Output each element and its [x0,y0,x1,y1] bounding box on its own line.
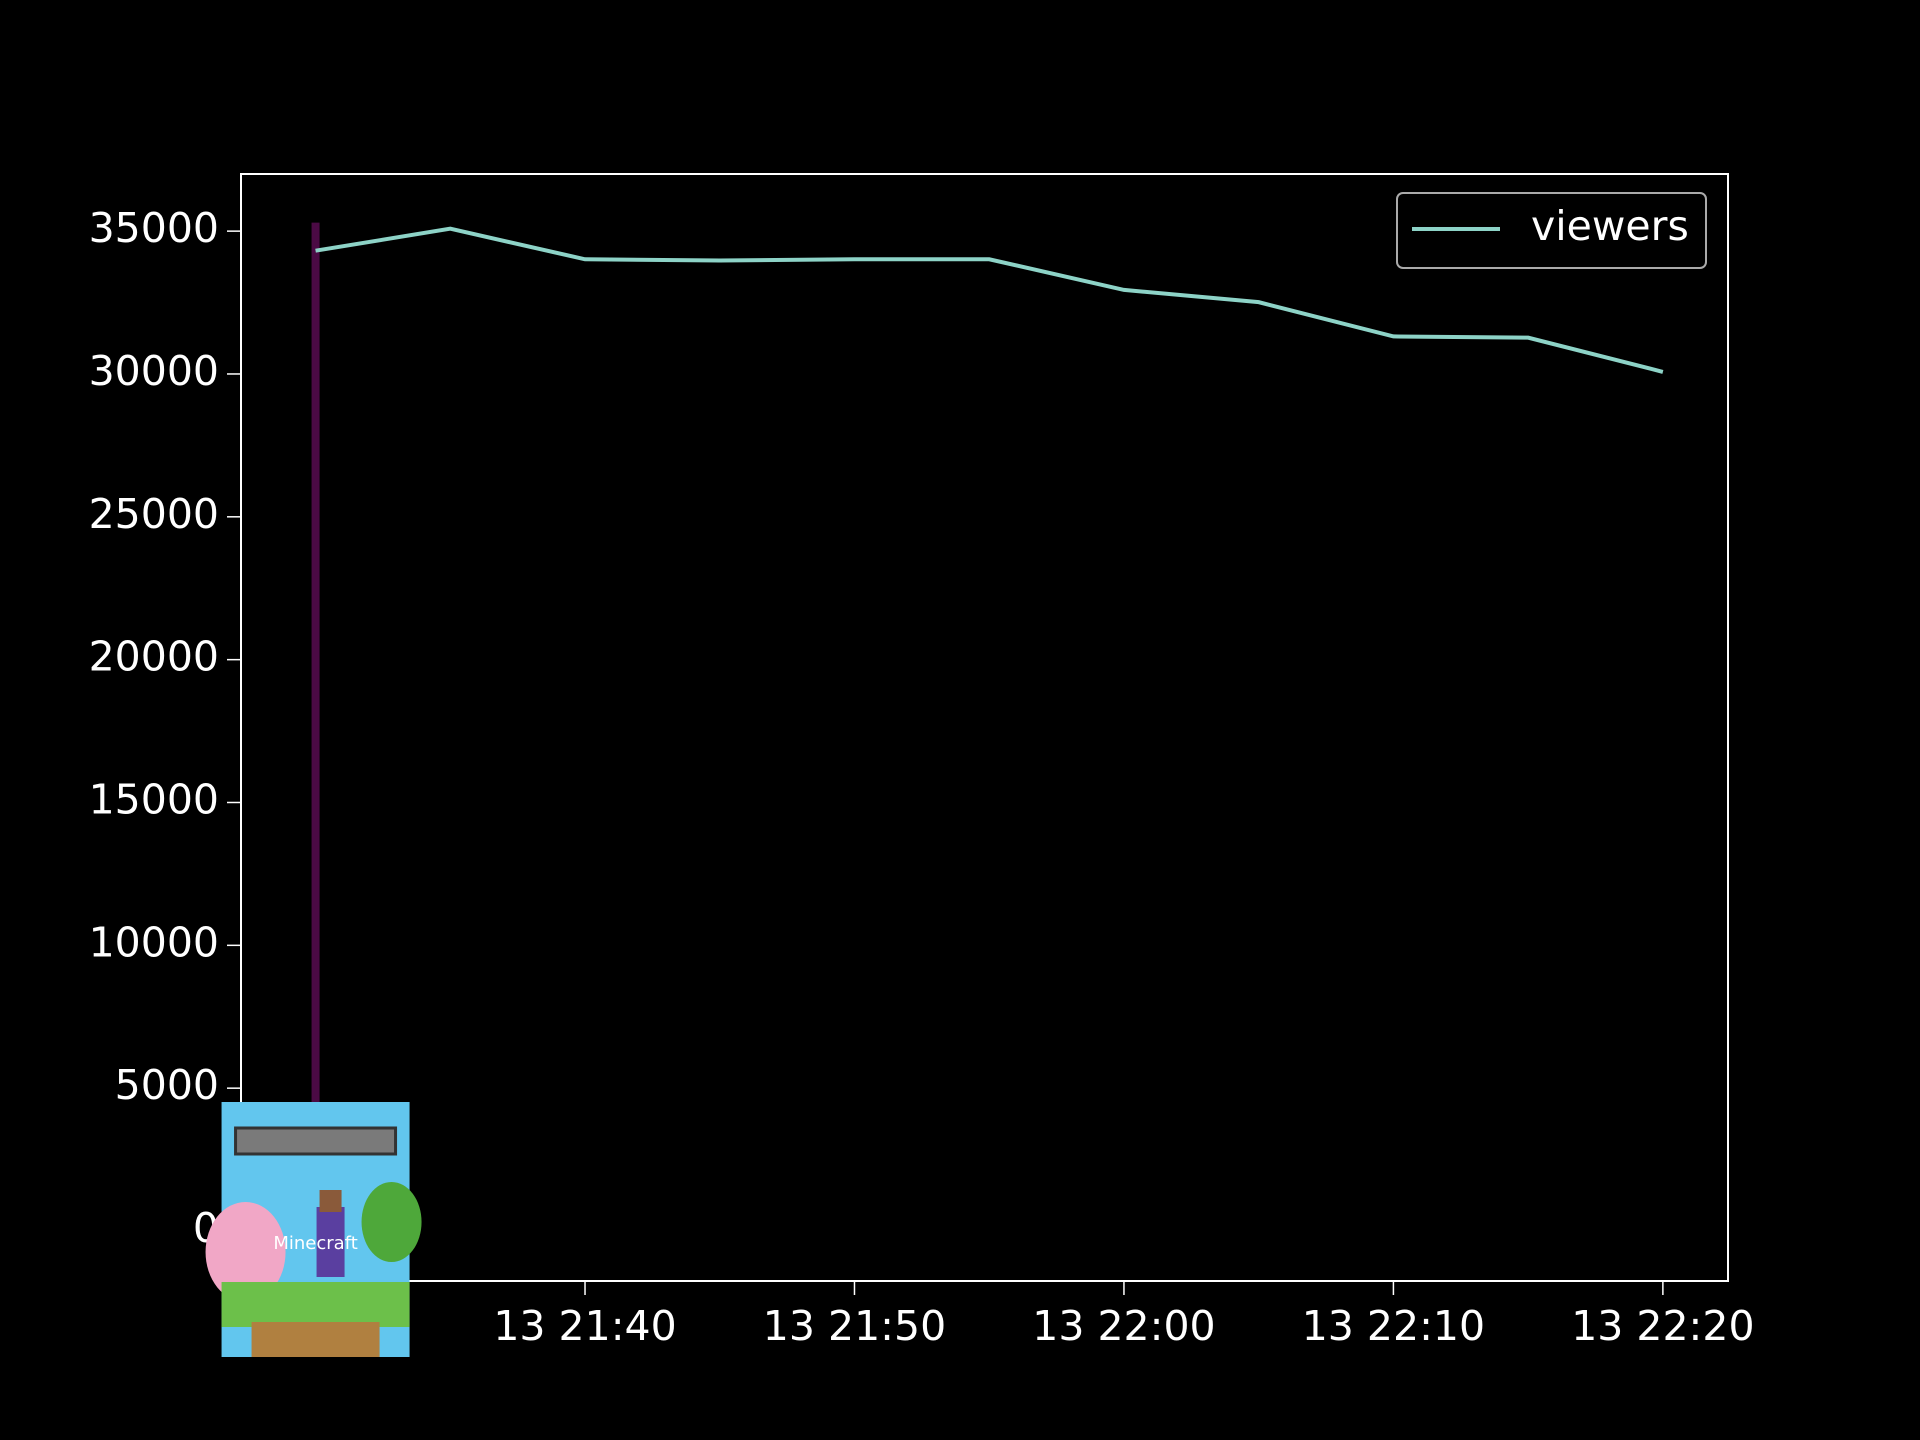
x-tick-label: 13 21:40 [493,1302,676,1350]
legend-label: viewers [1531,202,1689,250]
y-tick-label: 35000 [89,204,219,252]
line-series [315,226,1664,374]
legend-box [1396,192,1707,269]
x-tick-label: 13 22:20 [1571,1302,1754,1350]
thumb-dirt [251,1322,380,1357]
thumb-grass [221,1282,410,1327]
y-tick-label: 25000 [89,490,219,538]
legend: viewers [1396,192,1707,269]
y-tick-label: 10000 [89,918,219,966]
y-tick-label: 20000 [89,633,219,681]
x-tick-label: 13 22:10 [1302,1302,1485,1350]
y-tick-label: 30000 [89,347,219,395]
x-tick-label: 13 22:00 [1032,1302,1215,1350]
thumb-blossom [205,1202,286,1302]
x-tick-label: 13 21:50 [763,1302,946,1350]
annotation-label: Minecraft [273,1233,357,1254]
y-tick-label: 15000 [89,775,219,823]
plot-frame [240,173,1729,1282]
thumb-figure [316,1207,345,1277]
game-thumbnail: Minecraft [205,1102,422,1357]
thumb-tree [361,1182,422,1262]
y-tick-label: 5000 [115,1061,219,1109]
thumb-head [319,1190,342,1212]
thumb-logo [234,1126,398,1156]
